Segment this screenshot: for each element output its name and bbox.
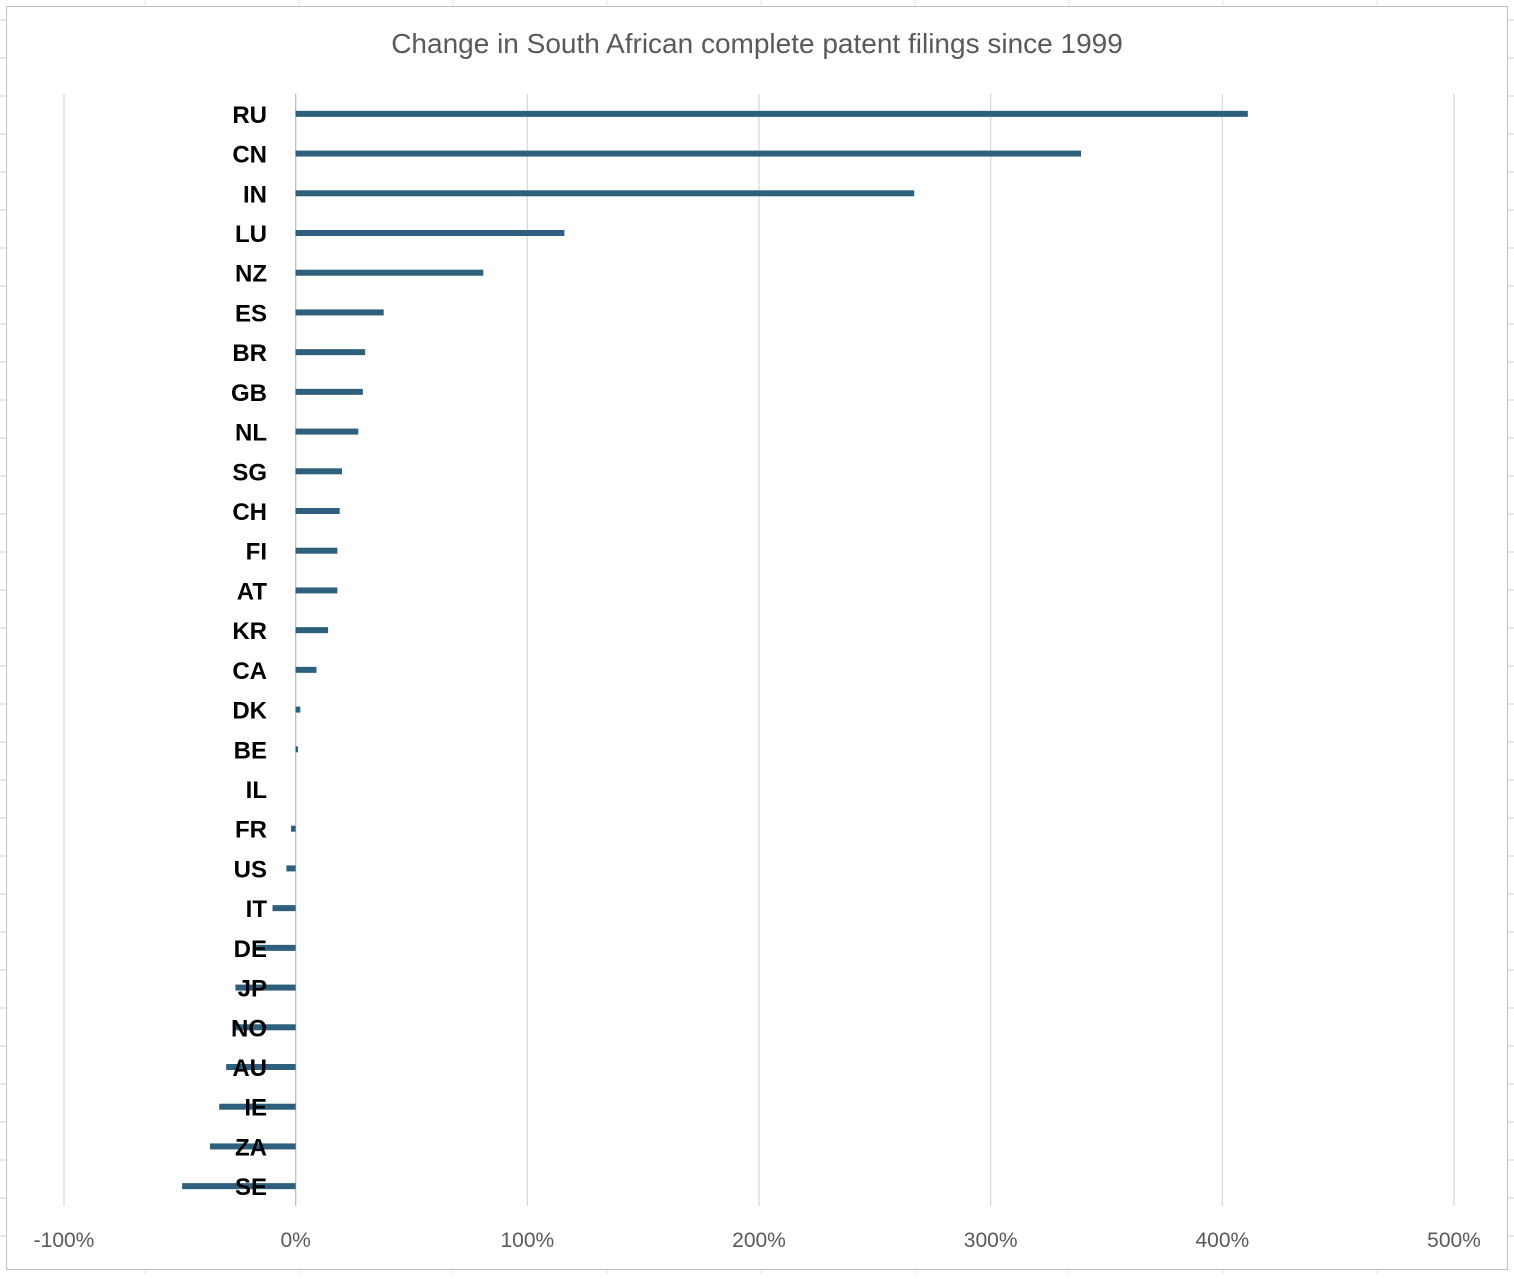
bar-in[interactable] <box>295 190 915 197</box>
x-tick-label-3: 200% <box>732 1229 786 1252</box>
bar-us[interactable] <box>286 865 296 872</box>
bar-nl[interactable] <box>295 428 359 435</box>
category-label-cn: CN <box>232 142 267 169</box>
category-label-ca: CA <box>232 658 267 685</box>
category-label-it: IT <box>246 896 268 923</box>
x-tick-label-5: 400% <box>1195 1229 1249 1252</box>
bar-gb[interactable] <box>295 388 363 395</box>
bar-ru[interactable] <box>295 110 1248 117</box>
category-label-za: ZA <box>235 1134 267 1161</box>
category-label-ch: CH <box>232 499 267 526</box>
category-label-de: DE <box>234 936 267 963</box>
category-label-be: BE <box>234 737 267 764</box>
category-label-au: AU <box>232 1055 267 1082</box>
bar-sg[interactable] <box>295 468 342 475</box>
bar-se[interactable] <box>182 1183 296 1190</box>
category-label-es: ES <box>235 300 267 327</box>
bar-cn[interactable] <box>295 150 1082 157</box>
category-label-in: IN <box>243 181 267 208</box>
category-label-ie: IE <box>244 1095 267 1122</box>
category-label-gb: GB <box>231 380 267 407</box>
chart-title: Change in South African complete patent … <box>391 28 1123 59</box>
category-label-dk: DK <box>232 698 267 725</box>
x-tick-label-2: 100% <box>500 1229 554 1252</box>
bar-fi[interactable] <box>295 547 338 554</box>
x-tick-label-4: 300% <box>964 1229 1018 1252</box>
bar-no[interactable] <box>233 1024 296 1031</box>
bar-br[interactable] <box>295 349 366 356</box>
bar-jp[interactable] <box>235 984 296 991</box>
bar-ie[interactable] <box>219 1103 296 1110</box>
bar-at[interactable] <box>295 587 338 594</box>
bar-ch[interactable] <box>295 508 340 514</box>
bar-ca[interactable] <box>295 666 317 673</box>
x-tick-label-0: -100% <box>34 1229 95 1252</box>
bar-it[interactable] <box>272 905 296 912</box>
category-label-fr: FR <box>235 817 267 844</box>
bar-au[interactable] <box>226 1064 296 1070</box>
category-label-us: US <box>234 856 267 883</box>
category-label-lu: LU <box>235 221 267 248</box>
category-label-nz: NZ <box>235 261 267 288</box>
x-tick-label-6: 500% <box>1427 1229 1481 1252</box>
category-label-se: SE <box>235 1174 267 1201</box>
bar-lu[interactable] <box>295 230 565 236</box>
category-label-jp: JP <box>238 976 267 1003</box>
category-label-il: IL <box>246 777 267 804</box>
category-label-nl: NL <box>235 420 267 447</box>
bar-fr[interactable] <box>291 825 296 832</box>
bar-dk[interactable] <box>295 706 301 713</box>
category-label-no: NO <box>231 1015 267 1042</box>
category-label-br: BR <box>232 340 267 367</box>
category-label-at: AT <box>237 578 268 605</box>
category-label-ru: RU <box>232 102 267 129</box>
category-label-fi: FI <box>246 539 267 566</box>
bar-be[interactable] <box>295 746 298 753</box>
category-label-kr: KR <box>232 618 267 645</box>
bar-es[interactable] <box>295 309 384 316</box>
bar-nz[interactable] <box>295 269 484 276</box>
x-tick-label-1: 0% <box>280 1229 310 1252</box>
bar-za[interactable] <box>209 1143 296 1150</box>
chart-area[interactable] <box>6 6 1508 1270</box>
bar-de[interactable] <box>256 944 296 951</box>
bar-kr[interactable] <box>295 627 329 634</box>
category-label-sg: SG <box>232 459 267 486</box>
